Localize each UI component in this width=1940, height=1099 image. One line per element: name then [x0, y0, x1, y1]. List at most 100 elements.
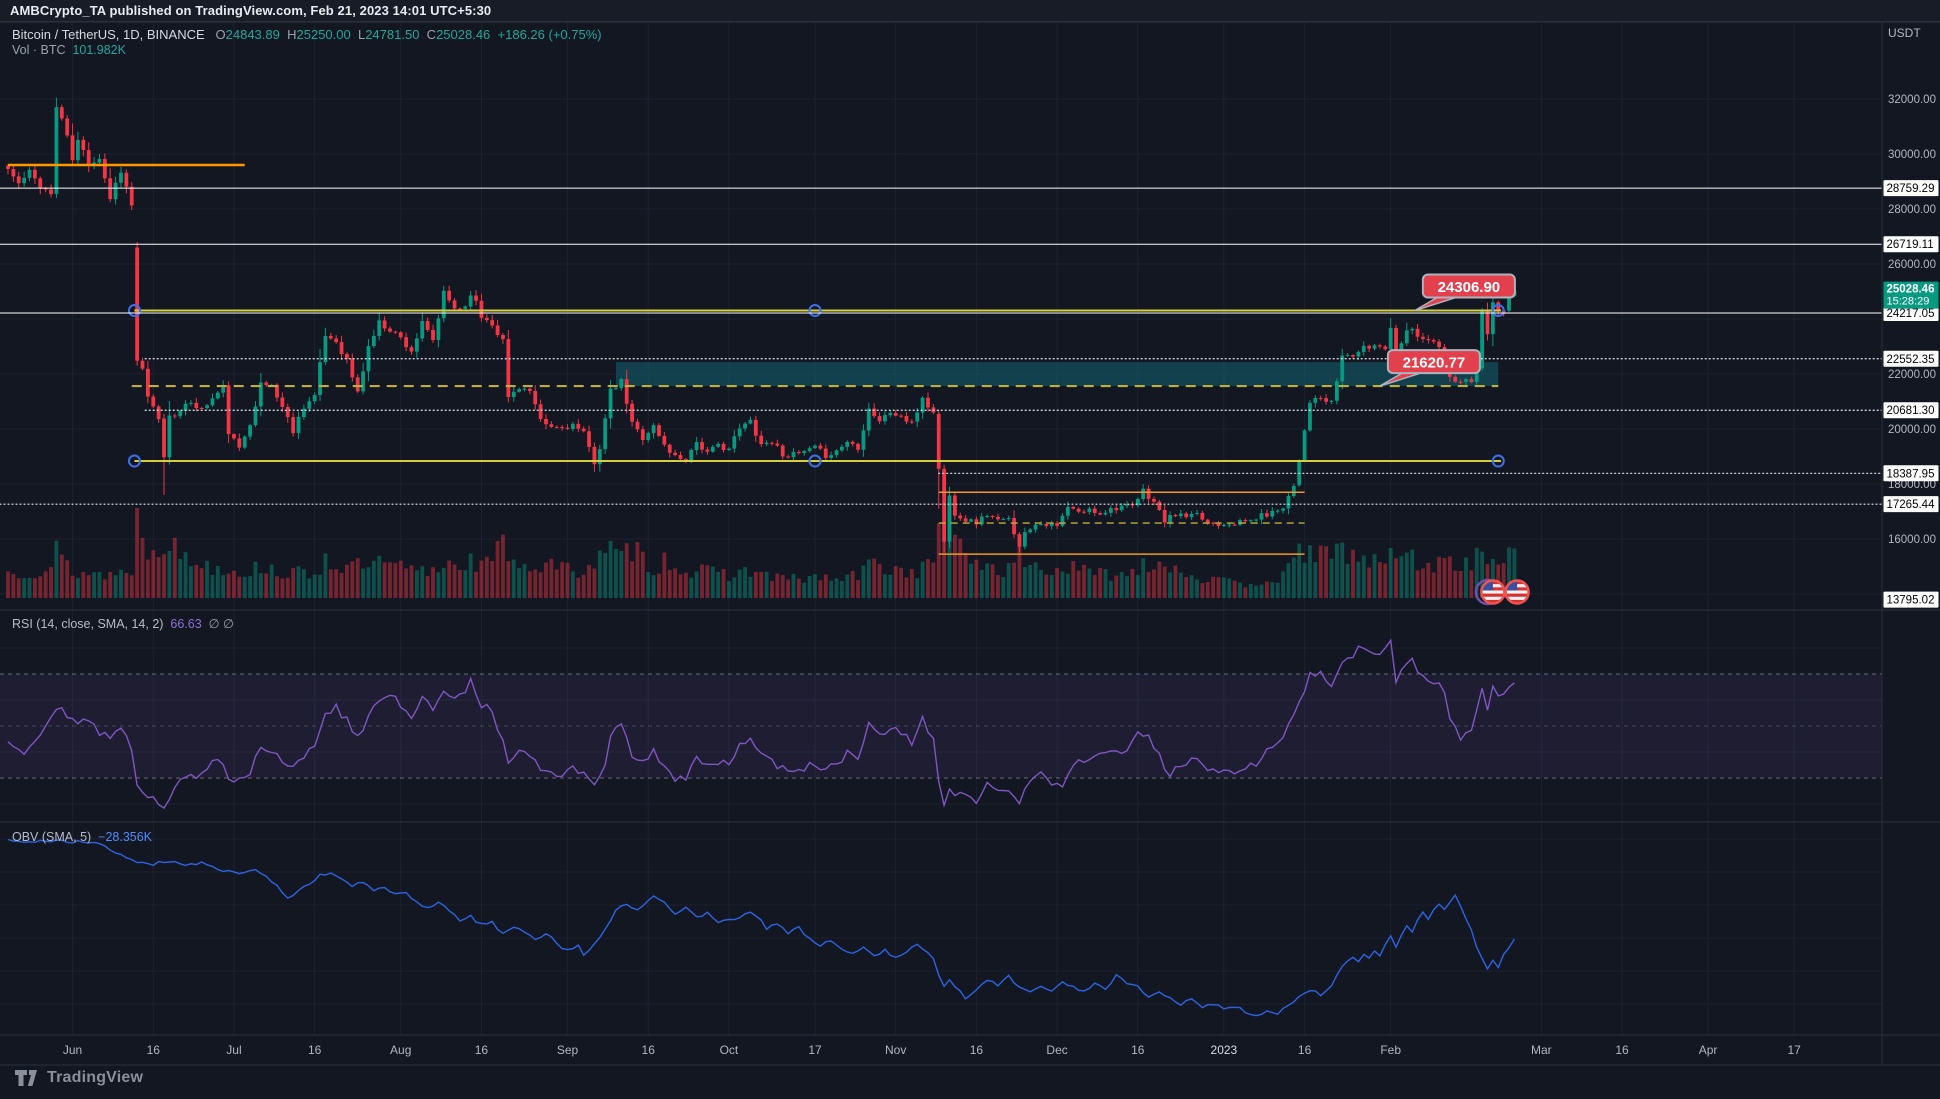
- candle: [823, 448, 828, 458]
- candle: [1184, 513, 1189, 518]
- volume-value: 101.982K: [72, 43, 126, 57]
- volume-bar: [651, 575, 656, 598]
- drawings[interactable]: [0, 163, 1883, 555]
- price-callout[interactable]: 24306.90: [1414, 273, 1516, 312]
- price-callout[interactable]: 21620.77: [1379, 349, 1481, 387]
- candle: [796, 451, 801, 454]
- obv-legend[interactable]: OBV (SMA, 5) −28.356K: [12, 830, 152, 844]
- volume-bar: [1146, 572, 1151, 598]
- candle: [1006, 517, 1011, 520]
- candle: [215, 392, 220, 399]
- candle: [786, 456, 790, 458]
- price-axis-badge: [1883, 591, 1939, 608]
- volume-bar: [775, 573, 780, 598]
- volume-bar: [603, 552, 608, 598]
- candle: [554, 426, 559, 428]
- candle: [990, 515, 995, 517]
- candle: [1033, 524, 1038, 530]
- volume-bar: [194, 564, 199, 598]
- line-anchor-handle[interactable]: [127, 454, 141, 468]
- volume-bar: [291, 568, 296, 598]
- volume-bar: [414, 570, 419, 598]
- volume-bar: [764, 571, 769, 598]
- candle: [490, 320, 495, 326]
- candle: [866, 408, 871, 431]
- us-economic-event-flag[interactable]: [1474, 578, 1506, 606]
- candle: [1125, 504, 1129, 506]
- candle: [646, 433, 651, 441]
- candle: [1313, 398, 1318, 403]
- candle: [926, 397, 930, 408]
- volume-bar: [517, 568, 521, 598]
- current-price-label: 25028.46: [1887, 284, 1935, 296]
- tradingview-watermark[interactable]: TradingView: [14, 1068, 143, 1088]
- line-anchor-handle[interactable]: [1491, 454, 1505, 468]
- line-anchor-handle[interactable]: [127, 304, 141, 318]
- volume-bar: [1082, 564, 1086, 598]
- time-scale[interactable]: Jun 16 Jul 16 Aug 16 Sep 16 Oct 17 Nov 16 Dec 16 2023 1…: [63, 1043, 1801, 1057]
- volume-bar: [1152, 569, 1156, 598]
- publish-text: AMBCrypto_TA published on TradingView.co…: [10, 3, 492, 18]
- candle: [635, 421, 640, 430]
- candle: [1378, 345, 1382, 347]
- candle: [517, 389, 521, 392]
- volume-bar: [302, 569, 306, 598]
- volume-bar: [189, 566, 193, 598]
- volume-bar: [463, 570, 468, 598]
- candle: [1437, 341, 1441, 348]
- candle: [258, 382, 263, 407]
- volume-bar: [1334, 543, 1339, 598]
- volume-bar: [1205, 582, 1210, 598]
- candle: [108, 178, 113, 200]
- line-anchor-handle[interactable]: [808, 304, 822, 318]
- volume-bar: [710, 566, 715, 598]
- volume-bar: [258, 573, 263, 598]
- symbol-title[interactable]: Bitcoin / TetherUS, 1D, BINANCE: [12, 27, 205, 42]
- volume-bar: [1012, 562, 1016, 598]
- volume-bar: [108, 571, 113, 598]
- volume-bar: [54, 540, 59, 598]
- candle: [1291, 486, 1296, 496]
- candle: [156, 406, 161, 420]
- price-axis-badge-label: 13795.02: [1887, 595, 1935, 607]
- volume-bar: [1458, 570, 1463, 598]
- line-anchor-handle[interactable]: [1491, 304, 1505, 318]
- price-axis-badge-label: 22552.35: [1887, 354, 1935, 366]
- volume-bar: [16, 578, 21, 598]
- volume-bar: [1329, 558, 1334, 598]
- volume-bar: [1345, 563, 1350, 598]
- price-scale[interactable]: USDT 32000.00 30000.00 28000.00 26000.00 2200…: [1883, 26, 1939, 608]
- candle: [1001, 519, 1006, 521]
- tradingview-brand-text: TradingView: [47, 1069, 144, 1086]
- symbol-legend[interactable]: Bitcoin / TetherUS, 1D, BINANCE O24843.8…: [12, 27, 602, 42]
- price-callout-label: 24306.90: [1438, 279, 1501, 296]
- volume-bar: [866, 559, 871, 598]
- candle: [1394, 327, 1398, 351]
- us-economic-event-flag[interactable]: [1504, 579, 1530, 605]
- supply-zone[interactable]: [615, 362, 1499, 387]
- time-tick-label: Oct: [720, 1043, 739, 1057]
- volume-bar: [759, 571, 764, 598]
- obv-value: −28.356K: [98, 830, 153, 844]
- candle: [1087, 508, 1092, 513]
- candle: [813, 445, 817, 449]
- volume-bar: [1001, 576, 1006, 598]
- volume-bar: [350, 561, 355, 598]
- candle: [1146, 488, 1151, 499]
- price-axis-badge: [1883, 305, 1939, 321]
- candle: [893, 413, 898, 416]
- volume-legend[interactable]: Vol · BTC 101.982K: [12, 43, 126, 57]
- volume-bar: [883, 574, 887, 598]
- volume-bar: [721, 568, 726, 598]
- line-anchor-handle[interactable]: [808, 454, 822, 468]
- volume-bar: [1286, 563, 1291, 598]
- candle: [232, 434, 236, 439]
- candle: [226, 385, 231, 435]
- candle: [1162, 509, 1167, 523]
- rsi-legend[interactable]: RSI (14, close, SMA, 14, 2) 66.63 ∅ ∅: [12, 616, 234, 631]
- candle: [888, 413, 893, 416]
- volume-bar: [43, 571, 48, 598]
- candle: [1507, 292, 1511, 311]
- volume-bar: [237, 576, 242, 598]
